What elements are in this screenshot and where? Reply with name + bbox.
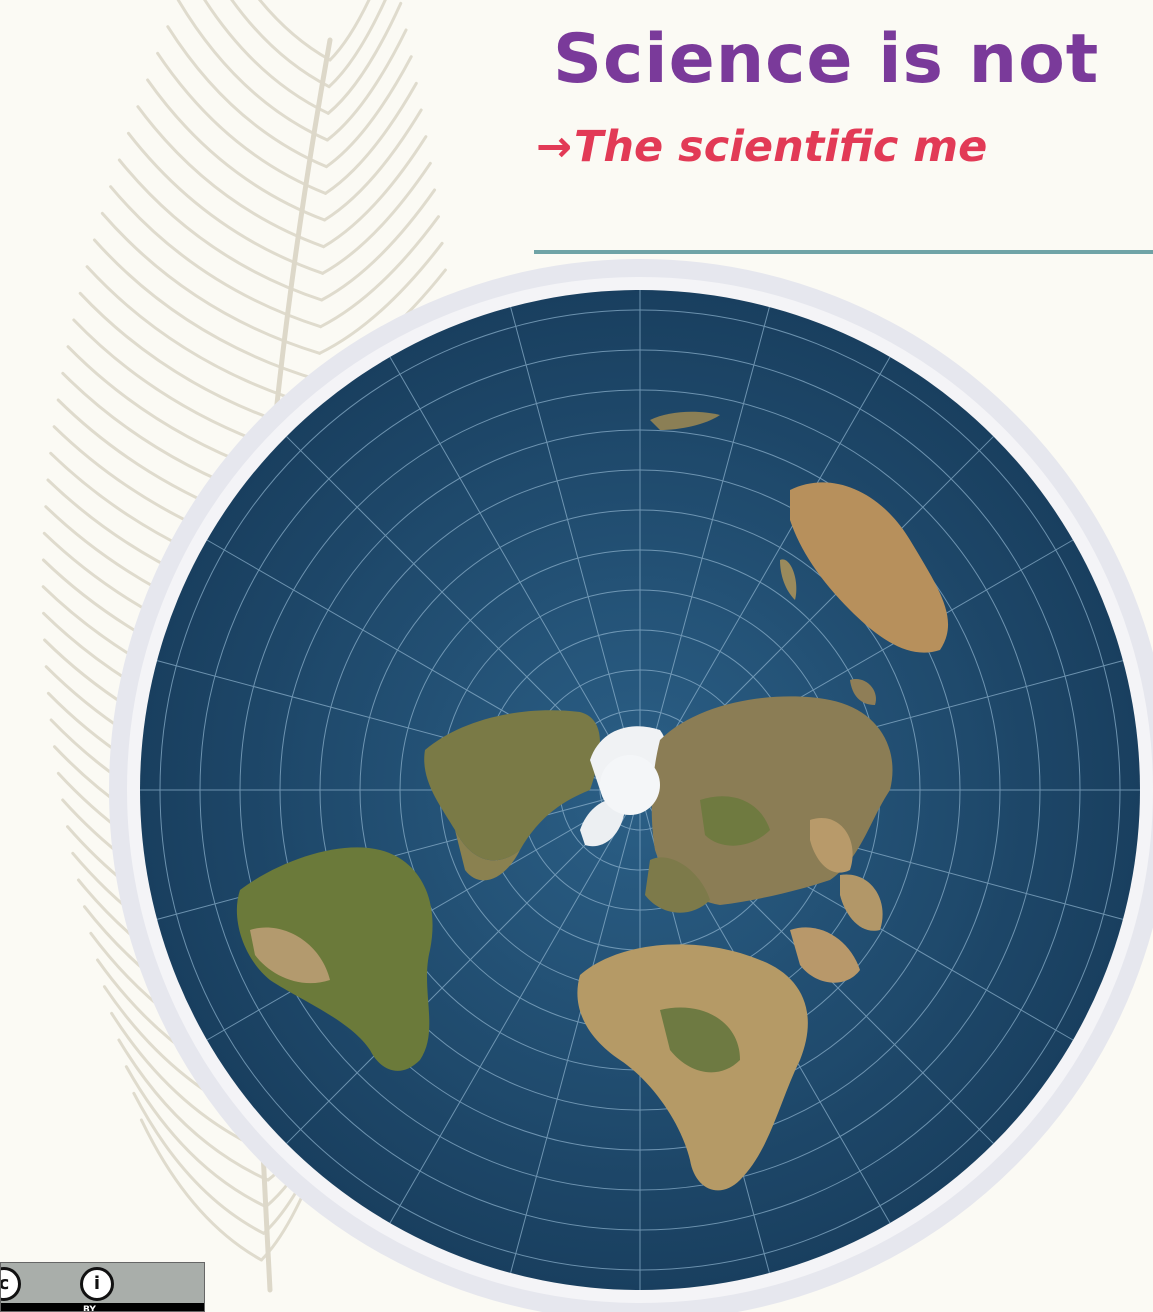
title-underline (534, 250, 1153, 254)
cc-icon: c (1, 1267, 21, 1301)
badge-by-label: BY (83, 1305, 96, 1312)
arrow-icon: → (536, 122, 573, 172)
slide-title: Science is not (553, 20, 1100, 99)
cc-by-license-badge[interactable]: c i BY (0, 1262, 205, 1312)
person-icon: i (80, 1267, 114, 1301)
badge-bar (1, 1303, 204, 1311)
subtitle-text: The scientific me (574, 122, 988, 172)
slide-subtitle: →The scientific me (536, 122, 987, 172)
